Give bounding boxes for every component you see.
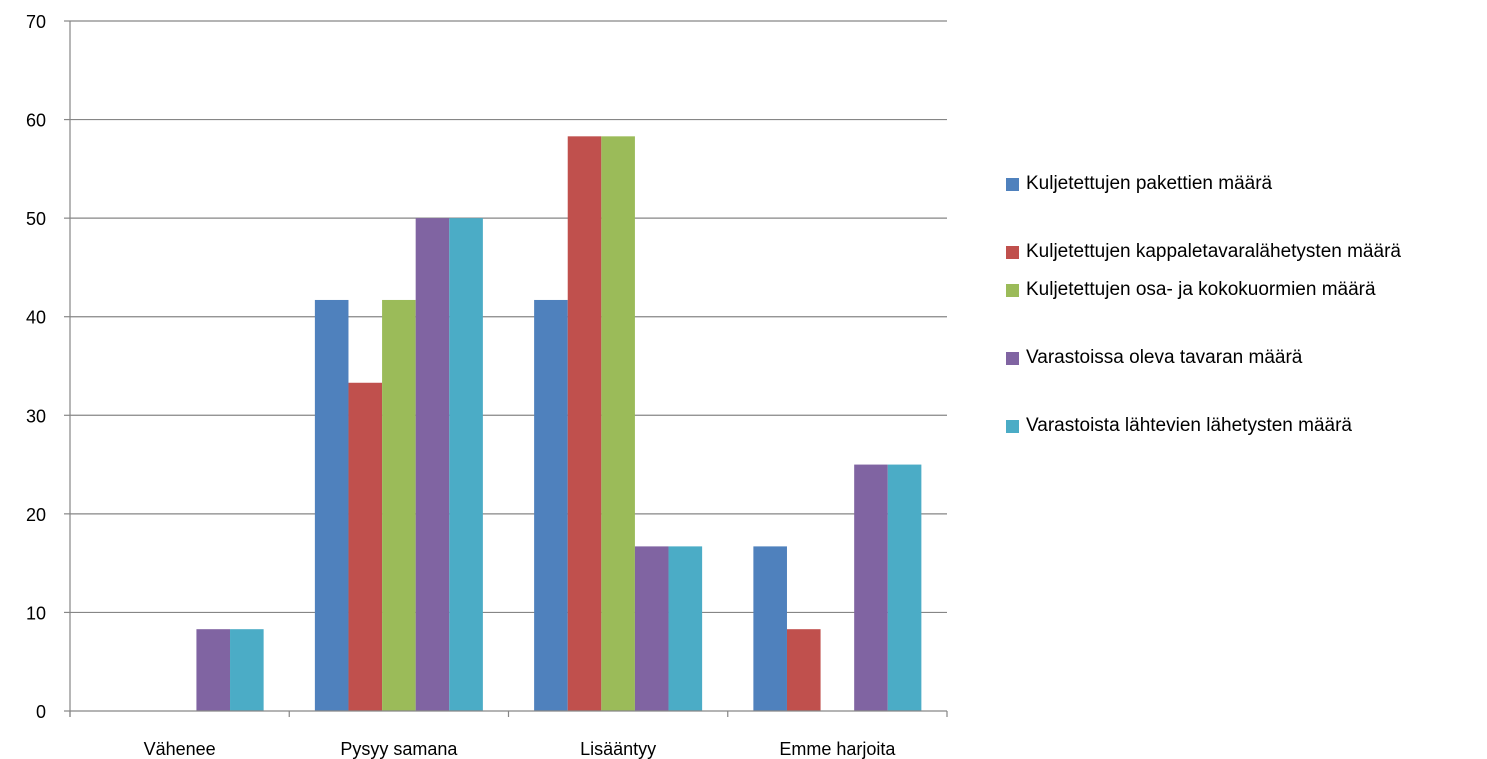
y-tick-label: 0: [36, 702, 46, 722]
bar: [449, 218, 483, 711]
bar: [567, 136, 602, 712]
legend-item: Kuljetettujen kappaletavaralähetysten mä…: [1006, 238, 1484, 266]
y-tick-labels: 0 10 20 30 40 50 60 70: [26, 12, 46, 722]
bar: [415, 218, 450, 711]
bar: [230, 629, 264, 711]
axes: [69, 21, 948, 717]
legend-swatch: [1006, 352, 1019, 365]
x-tick-label: Lisääntyy: [580, 739, 656, 759]
legend-swatch: [1006, 284, 1019, 297]
legend-item: Kuljetettujen osa- ja kokokuormien määrä: [1006, 276, 1484, 304]
bar: [854, 464, 888, 711]
gridlines: [64, 20, 947, 712]
legend-swatch: [1006, 178, 1019, 191]
bar: [601, 136, 635, 712]
y-tick-label: 50: [26, 209, 46, 229]
y-tick-label: 40: [26, 308, 46, 328]
y-tick-label: 70: [26, 12, 46, 32]
legend-swatch: [1006, 420, 1019, 433]
bar: [534, 299, 568, 711]
legend-label: Kuljetettujen kappaletavaralähetysten mä…: [1026, 241, 1401, 262]
bars: [196, 136, 922, 712]
y-tick-label: 30: [26, 406, 46, 426]
y-tick-label: 10: [26, 603, 46, 623]
bar: [887, 464, 922, 711]
legend-label: Varastoissa oleva tavaran määrä: [1026, 347, 1303, 368]
x-tick-labels: Vähenee Pysyy samana Lisääntyy Emme harjoit…: [144, 739, 897, 759]
legend-item: Varastoissa oleva tavaran määrä: [1006, 344, 1484, 372]
bar: [382, 299, 416, 711]
legend-label: Varastoista lähtevien lähetysten määrä: [1026, 415, 1352, 436]
legend-label: Kuljetettujen osa- ja kokokuormien määrä: [1026, 279, 1376, 300]
x-tick-label: Vähenee: [144, 739, 216, 759]
legend-label: Kuljetettujen pakettien määrä: [1026, 173, 1273, 194]
x-tick-label: Emme harjoita: [779, 739, 896, 759]
bar: [196, 629, 231, 711]
legend-swatch: [1006, 246, 1019, 259]
legend-item: Kuljetettujen pakettien määrä: [1006, 170, 1484, 198]
y-tick-label: 20: [26, 505, 46, 525]
bar: [634, 546, 669, 711]
legend-item: Varastoista lähtevien lähetysten määrä: [1006, 412, 1484, 440]
bar: [314, 299, 349, 711]
bar: [348, 382, 383, 711]
bar: [668, 546, 703, 711]
bar: [753, 546, 787, 711]
y-tick-label: 60: [26, 111, 46, 131]
x-tick-label: Pysyy samana: [340, 739, 458, 759]
bar: [786, 629, 821, 711]
legend: Kuljetettujen pakettien määrä Kuljetettu…: [1006, 170, 1484, 440]
